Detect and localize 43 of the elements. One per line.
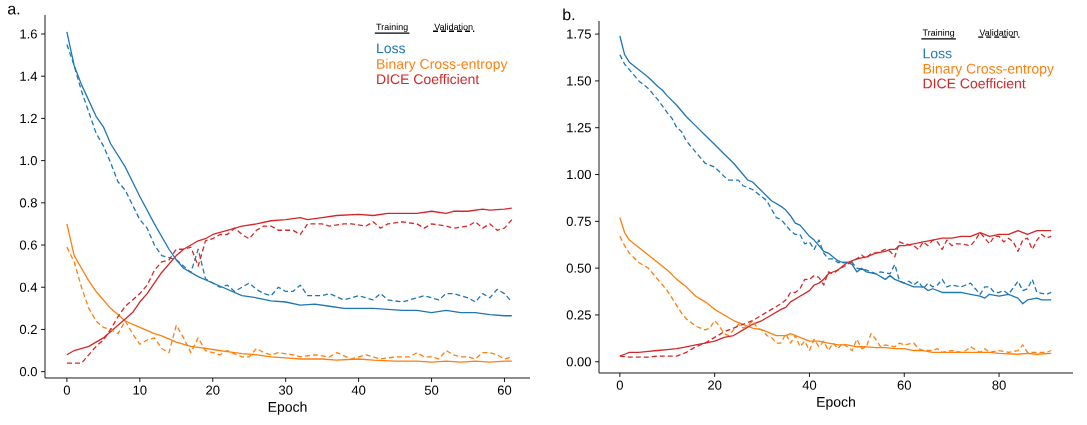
y-tick-label: 0.50 xyxy=(566,263,591,273)
chart-title: a. xyxy=(8,5,20,15)
y-tick-label: 1.50 xyxy=(567,76,591,86)
x-tick-label: 20 xyxy=(708,380,722,390)
y-tick-label: 0.8 xyxy=(19,198,37,208)
y-tick-label: 1.25 xyxy=(567,123,591,133)
text: DICE Coefficient xyxy=(923,78,1026,89)
text: Binary Cross-entropy xyxy=(923,63,1054,77)
y-tick-label: 0.75 xyxy=(566,216,591,226)
y-tick-label: 0.4 xyxy=(19,282,38,292)
annotation: Validation xyxy=(434,23,473,31)
y-tick-label: 1.75 xyxy=(567,29,591,39)
x-tick-label: 0 xyxy=(616,380,623,390)
x-tick-label: 10 xyxy=(133,385,147,395)
text: Loss xyxy=(377,43,406,54)
y-tick-label: 0.6 xyxy=(19,240,37,250)
y-tick-label: 1.2 xyxy=(20,113,37,123)
x-axis-title: Epoch xyxy=(817,396,855,410)
y-tick-label: 0.25 xyxy=(566,310,591,320)
text: DICE Coefficient xyxy=(377,73,480,85)
x-tick-label: 30 xyxy=(278,385,293,395)
x-tick-label: 50 xyxy=(424,385,439,395)
y-tick-label: 0.00 xyxy=(566,357,591,367)
x-tick-label: 60 xyxy=(897,380,911,390)
x-tick-label: 80 xyxy=(992,380,1006,390)
x-axis-title: Epoch xyxy=(268,401,307,415)
x-tick-label: 40 xyxy=(802,380,817,390)
y-tick-label: 1.00 xyxy=(567,169,591,180)
x-tick-label: 0 xyxy=(63,385,71,395)
y-tick-label: 1.0 xyxy=(20,156,37,166)
y-tick-label: 1.4 xyxy=(20,71,38,81)
text: Loss xyxy=(923,48,952,59)
annotation: Training xyxy=(376,23,408,32)
chart-title: b. xyxy=(563,8,575,21)
y-tick-label: 1.6 xyxy=(20,29,37,39)
x-tick-label: 20 xyxy=(206,385,220,395)
annotation: Validation xyxy=(979,29,1018,36)
x-tick-label: 60 xyxy=(497,385,512,395)
y-tick-label: 0.2 xyxy=(19,324,37,335)
annotation: Training xyxy=(922,29,955,38)
text: Binary Cross-entropy xyxy=(377,58,508,72)
x-tick-label: 40 xyxy=(351,385,366,395)
y-tick-label: 0.0 xyxy=(19,367,37,377)
